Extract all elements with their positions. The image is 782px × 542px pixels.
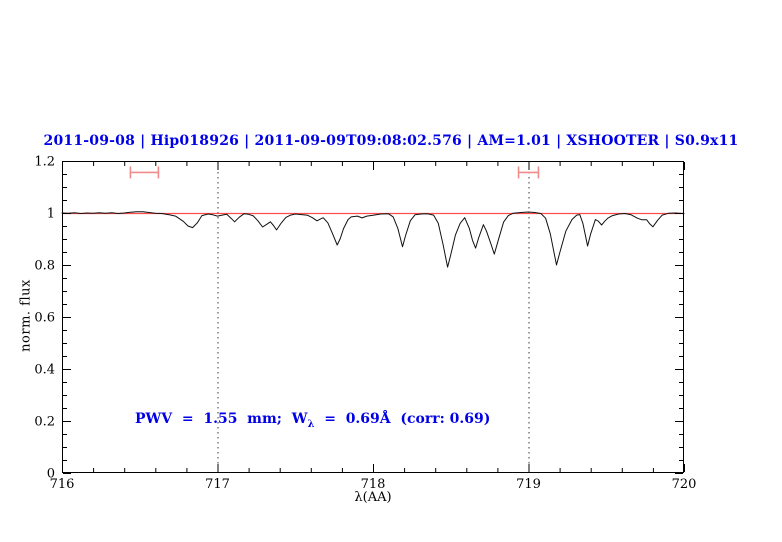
y-axis-label: norm. flux (18, 279, 34, 352)
y-tick-label-0.4: 0.4 (34, 363, 55, 378)
errorbar-marker-2 (517, 166, 540, 179)
y-tick-label-0.2: 0.2 (34, 415, 55, 430)
y-tick-label-0.6: 0.6 (34, 311, 55, 326)
y-tick-label-0: 0 (47, 467, 55, 482)
pwv-annotation-prefix: PWV = 1.55 mm; W (135, 411, 308, 427)
x-tick-label-718: 718 (361, 477, 386, 492)
axes-frame (62, 161, 684, 473)
x-tick-label-719: 719 (516, 477, 541, 492)
pwv-annotation-subscript: λ (307, 418, 315, 430)
x-tick-label-717: 717 (205, 477, 230, 492)
y-tick-label-1: 1 (47, 207, 55, 222)
pwv-annotation-suffix: = 0.69Å (corr: 0.69) (314, 411, 491, 427)
y-tick-label-0.8: 0.8 (34, 259, 55, 274)
spectrum-line (61, 211, 685, 268)
y-tick-label-1.2: 1.2 (34, 155, 55, 170)
plot-title: 2011-09-08 | Hip018926 | 2011-09-09T09:0… (43, 133, 739, 149)
x-axis-label: λ(AA) (354, 490, 392, 505)
errorbar-marker-1 (129, 166, 160, 179)
pwv-annotation: PWV = 1.55 mm; Wλ = 0.69Å (corr: 0.69) (135, 411, 490, 430)
x-tick-label-716: 716 (50, 477, 75, 492)
x-tick-label-720: 720 (672, 477, 697, 492)
